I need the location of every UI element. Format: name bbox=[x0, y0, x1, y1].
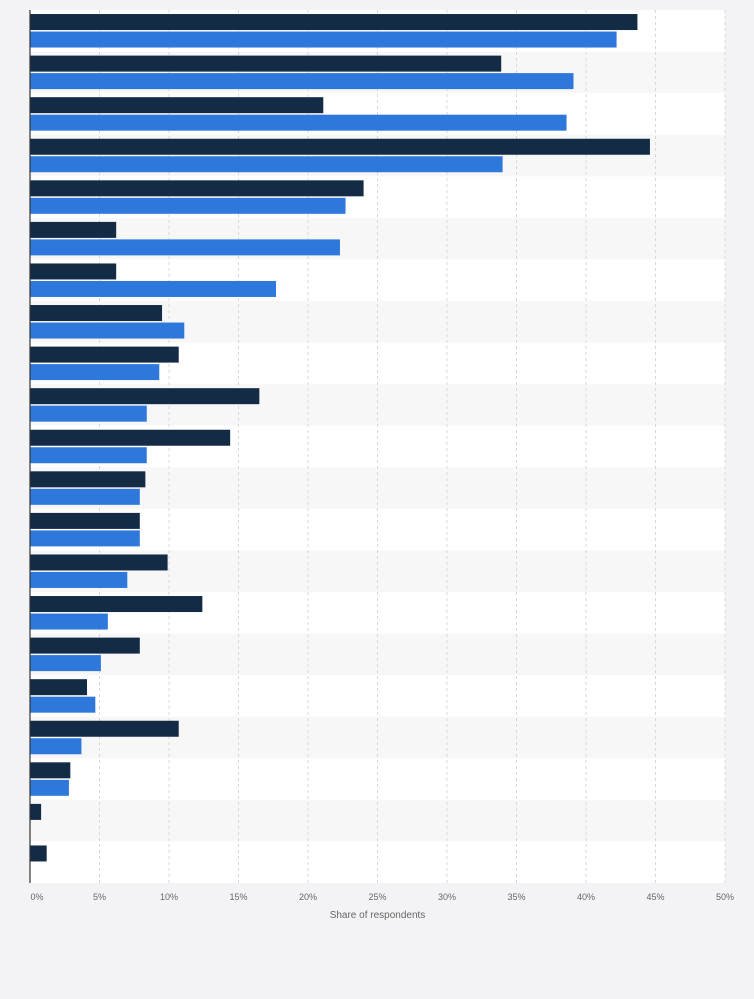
bar-series2-row5 bbox=[30, 197, 346, 214]
bar-series1-row10 bbox=[30, 388, 260, 405]
bar-series1-row15 bbox=[30, 596, 203, 613]
bar-series2-row18 bbox=[30, 738, 82, 755]
bar-series1-row5 bbox=[30, 180, 364, 197]
x-axis-ticks: 0% 5% 10% 15% 20% 25% 30% 35% 40% 45% 50% bbox=[30, 892, 734, 902]
bar-series1-row14 bbox=[30, 554, 168, 571]
bar-series2-row14 bbox=[30, 571, 128, 588]
bar-series1-row17 bbox=[30, 679, 87, 696]
bar-series1-row6 bbox=[30, 221, 117, 238]
x-tick-label: 40% bbox=[577, 892, 595, 902]
bar-series1-row12 bbox=[30, 471, 146, 488]
bar-series2-row3 bbox=[30, 114, 567, 131]
bar-series1-row8 bbox=[30, 305, 163, 322]
x-tick-label: 35% bbox=[507, 892, 525, 902]
bar-series2-row11 bbox=[30, 447, 147, 464]
bar-series2-row13 bbox=[30, 530, 140, 547]
bar-series1-row13 bbox=[30, 512, 140, 529]
bar-series2-row4 bbox=[30, 156, 503, 173]
bar-series2-row1 bbox=[30, 31, 617, 48]
bar-series2-row6 bbox=[30, 239, 340, 256]
bar-series1-row19 bbox=[30, 762, 71, 779]
bar-series2-row10 bbox=[30, 405, 147, 422]
bar-series1-row20 bbox=[30, 803, 42, 820]
bar-series2-row9 bbox=[30, 364, 160, 381]
bar-series2-row15 bbox=[30, 613, 108, 630]
gridlines bbox=[99, 10, 726, 883]
bar-series1-row16 bbox=[30, 637, 140, 654]
bar-series2-row7 bbox=[30, 280, 277, 297]
bar-series1-row7 bbox=[30, 263, 117, 280]
bar-series1-row2 bbox=[30, 55, 502, 72]
bar-series1-row11 bbox=[30, 429, 231, 446]
x-axis-title: Share of respondents bbox=[330, 910, 426, 921]
bar-series2-row12 bbox=[30, 488, 140, 505]
x-tick-label: 45% bbox=[646, 892, 664, 902]
bar-series2-row8 bbox=[30, 322, 185, 339]
bar-series2-row2 bbox=[30, 73, 574, 90]
bar-series1-row3 bbox=[30, 97, 324, 114]
bar-series2-row16 bbox=[30, 655, 101, 672]
x-tick-label: 15% bbox=[229, 892, 247, 902]
x-tick-label: 30% bbox=[438, 892, 456, 902]
x-tick-label: 25% bbox=[368, 892, 386, 902]
x-tick-label: 5% bbox=[93, 892, 106, 902]
x-tick-label: 20% bbox=[299, 892, 317, 902]
bar-series2-row19 bbox=[30, 779, 69, 796]
bar-series2-row17 bbox=[30, 696, 96, 713]
bar-series1-row1 bbox=[30, 14, 638, 31]
bars bbox=[30, 14, 650, 862]
x-tick-label: 0% bbox=[30, 892, 43, 902]
x-tick-label: 10% bbox=[160, 892, 178, 902]
x-tick-label: 50% bbox=[716, 892, 734, 902]
bar-series1-row4 bbox=[30, 138, 650, 155]
bar-series1-row9 bbox=[30, 346, 179, 363]
bar-series1-row21 bbox=[30, 845, 47, 862]
bar-series1-row18 bbox=[30, 720, 179, 737]
